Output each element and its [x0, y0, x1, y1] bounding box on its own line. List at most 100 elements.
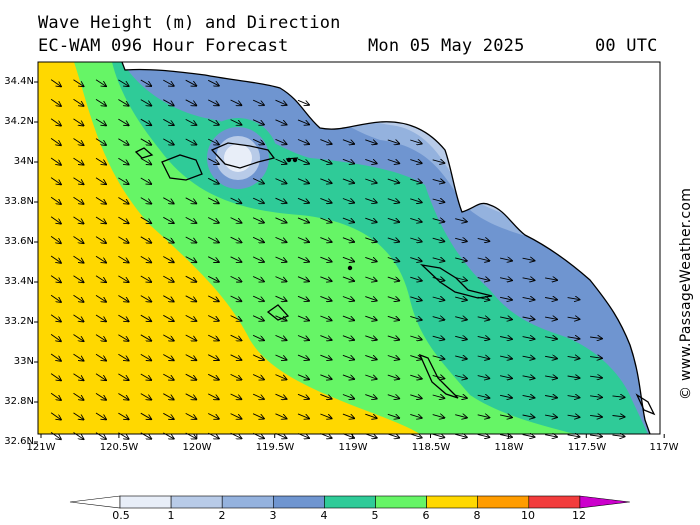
direction-arrow: [50, 118, 61, 126]
direction-arrow: [140, 79, 151, 86]
direction-arrow: [73, 98, 84, 106]
direction-arrow: [410, 238, 421, 242]
direction-arrow: [140, 158, 151, 164]
direction-arrow: [320, 217, 331, 222]
direction-arrow: [50, 236, 61, 243]
direction-arrow: [567, 356, 580, 358]
map-frame: [37, 61, 661, 435]
direction-arrow: [612, 396, 625, 397]
direction-arrow: [140, 216, 151, 223]
direction-arrow: [320, 158, 331, 163]
direction-arrow: [185, 99, 197, 106]
direction-arrow: [500, 435, 512, 438]
direction-arrow: [185, 256, 197, 263]
direction-arrow: [522, 317, 535, 319]
direction-arrow: [163, 99, 173, 106]
direction-arrow: [320, 295, 331, 300]
direction-arrow: [207, 236, 219, 242]
lon-label: 119.5W: [255, 442, 295, 453]
direction-arrow: [275, 413, 287, 419]
colorbar-label: 4: [320, 509, 328, 522]
direction-arrow: [365, 199, 376, 203]
colorbar-label: 6: [422, 509, 430, 522]
direction-arrow: [50, 216, 61, 224]
colorbar-label: 1: [167, 509, 175, 522]
direction-arrow: [163, 197, 173, 204]
island-santa-cruz: [210, 142, 276, 169]
direction-arrow: [297, 119, 309, 125]
direction-arrow: [207, 354, 219, 360]
direction-arrow: [342, 394, 354, 399]
direction-arrow: [590, 376, 602, 378]
direction-arrow: [163, 79, 173, 86]
direction-arrow: [207, 99, 219, 105]
direction-arrow: [140, 138, 151, 145]
direction-arrow: [275, 197, 287, 203]
direction-arrow: [230, 334, 242, 340]
direction-arrow: [73, 196, 84, 204]
direction-arrow: [252, 236, 264, 242]
colorbar-segment: [119, 495, 172, 509]
direction-arrow: [207, 119, 219, 125]
colorbar-min-arrow: [69, 495, 121, 509]
direction-arrow: [297, 374, 309, 380]
direction-arrow: [163, 354, 173, 361]
colorbar-segment: [272, 495, 325, 509]
direction-arrow: [387, 316, 399, 320]
direction-arrow: [432, 434, 445, 437]
direction-arrow: [410, 160, 421, 164]
direction-arrow: [118, 295, 128, 302]
direction-arrow: [387, 238, 399, 242]
lon-label: 121W: [26, 442, 56, 453]
direction-arrow: [342, 315, 354, 320]
direction-arrow: [522, 258, 535, 260]
direction-arrow: [297, 256, 309, 262]
direction-arrow: [95, 255, 106, 262]
direction-arrow: [387, 375, 399, 379]
direction-arrow: [545, 396, 557, 398]
direction-arrow: [432, 277, 445, 280]
direction-arrow: [455, 376, 467, 379]
direction-arrow: [387, 336, 399, 340]
direction-arrow: [365, 355, 376, 359]
direction-arrow: [297, 276, 309, 282]
direction-arrow: [275, 178, 287, 184]
direction-arrow: [95, 138, 106, 145]
direction-arrow: [522, 356, 535, 358]
direction-arrow: [545, 415, 557, 417]
direction-arrow: [207, 138, 219, 144]
lat-label: 33N: [13, 356, 34, 367]
direction-arrow: [297, 197, 309, 203]
direction-arrow: [387, 258, 399, 262]
direction-arrow: [275, 236, 287, 242]
direction-arrow: [342, 139, 354, 144]
direction-arrow: [320, 139, 331, 144]
direction-arrow: [50, 373, 61, 381]
direction-arrow: [590, 415, 602, 417]
direction-arrow: [522, 435, 535, 437]
direction-arrow: [275, 119, 287, 125]
direction-arrow: [387, 140, 399, 144]
direction-arrow: [342, 178, 354, 183]
direction-arrow: [320, 354, 331, 359]
direction-arrow: [275, 158, 287, 164]
direction-arrow: [410, 434, 421, 438]
direction-arrow: [365, 218, 376, 222]
direction-arrow: [230, 119, 242, 125]
direction-arrow: [73, 294, 84, 302]
direction-arrow: [140, 314, 151, 321]
direction-arrow: [118, 118, 128, 125]
direction-arrow: [275, 374, 287, 380]
direction-arrow: [320, 237, 331, 242]
direction-arrow: [118, 314, 128, 321]
direction-arrow: [455, 395, 467, 398]
lon-label: 117W: [649, 442, 679, 453]
direction-arrow: [387, 434, 399, 438]
direction-arrow: [50, 255, 61, 263]
direction-arrow: [140, 99, 151, 106]
direction-arrow: [522, 395, 535, 397]
direction-arrow: [50, 98, 61, 106]
direction-arrow: [140, 412, 151, 419]
direction-arrow: [140, 393, 151, 400]
direction-arrow: [365, 395, 376, 399]
